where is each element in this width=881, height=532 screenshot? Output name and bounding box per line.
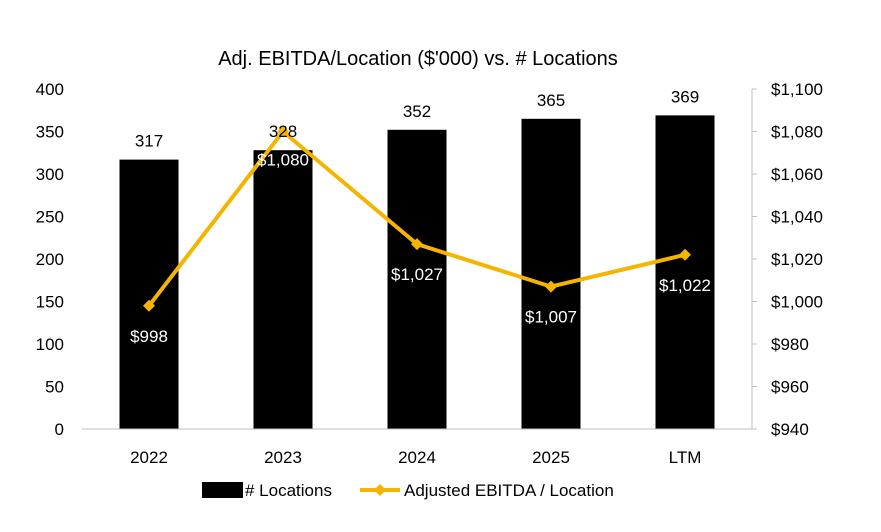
bar-value-label: 369 [671, 87, 699, 106]
bar-value-label: 328 [269, 122, 297, 141]
bar-value-label: 352 [403, 102, 431, 121]
y-right-tick-label: $1,060 [771, 165, 823, 184]
x-tick-label: 2025 [532, 448, 570, 467]
ebitda-marker-2022 [143, 299, 155, 312]
ebitda-value-label: $1,080 [257, 151, 309, 170]
bar-value-label: 365 [537, 91, 565, 110]
y-left-tick-label: 400 [36, 80, 64, 99]
y-right-tick-label: $1,000 [771, 293, 823, 312]
y-right-tick-label: $1,080 [771, 123, 823, 142]
chart-title: Adj. EBITDA/Location ($'000) vs. # Locat… [218, 48, 618, 70]
x-tick-label: 2022 [130, 448, 168, 467]
bar-2022 [119, 159, 179, 429]
bars-layer [119, 115, 715, 430]
y-left-tick-label: 200 [36, 250, 64, 269]
y-left-tick-label: 150 [36, 293, 64, 312]
legend-line-marker [374, 484, 386, 496]
x-tick-label: 2024 [398, 448, 436, 467]
y-right-tick-label: $980 [771, 335, 809, 354]
y-left-tick-label: 50 [45, 378, 64, 397]
ebitda-marker-2023 [277, 125, 289, 138]
y-left-tick-label: 350 [36, 123, 64, 142]
ebitda-value-label: $998 [130, 327, 168, 346]
bar-2025 [521, 118, 581, 430]
ebitda-value-label: $1,027 [391, 265, 443, 284]
bar-value-label: 317 [135, 132, 163, 151]
y-right-tick-label: $1,040 [771, 208, 823, 227]
bar-2024 [387, 129, 447, 430]
bar-ltm [655, 115, 715, 430]
y-left-tick-label: 300 [36, 165, 64, 184]
legend-bar-swatch [202, 482, 243, 498]
ebitda-value-label: $1,007 [525, 308, 577, 327]
y-right-tick-label: $1,100 [771, 80, 823, 99]
ebitda-marker-ltm [679, 248, 691, 261]
legend-label-ebitda: Adjusted EBITDA / Location [404, 481, 614, 500]
ebitda-marker-2024 [411, 238, 423, 251]
x-tick-label: LTM [669, 448, 702, 467]
legend: # Locations Adjusted EBITDA / Location [202, 481, 614, 500]
y-right-tick-label: $1,020 [771, 250, 823, 269]
line-layer [143, 125, 691, 312]
y-left-tick-label: 100 [36, 335, 64, 354]
labels-layer: 317 328 352 365 369 $998 $1,080 $1,027 $1,007 $1,… [130, 87, 711, 345]
bar-2023 [253, 150, 313, 429]
y-right-tick-label: $940 [771, 420, 809, 439]
ebitda-value-label: $1,022 [659, 276, 711, 295]
axes-layer: 0 50 100 150 200 250 300 350 400 $940 $960 $980 $1,0… [36, 80, 823, 467]
y-left-tick-label: 250 [36, 208, 64, 227]
y-left-tick-label: 0 [55, 420, 64, 439]
ebitda-marker-2025 [545, 280, 557, 293]
legend-label-locations: # Locations [245, 481, 332, 500]
x-tick-label: 2023 [264, 448, 302, 467]
y-right-tick-label: $960 [771, 378, 809, 397]
